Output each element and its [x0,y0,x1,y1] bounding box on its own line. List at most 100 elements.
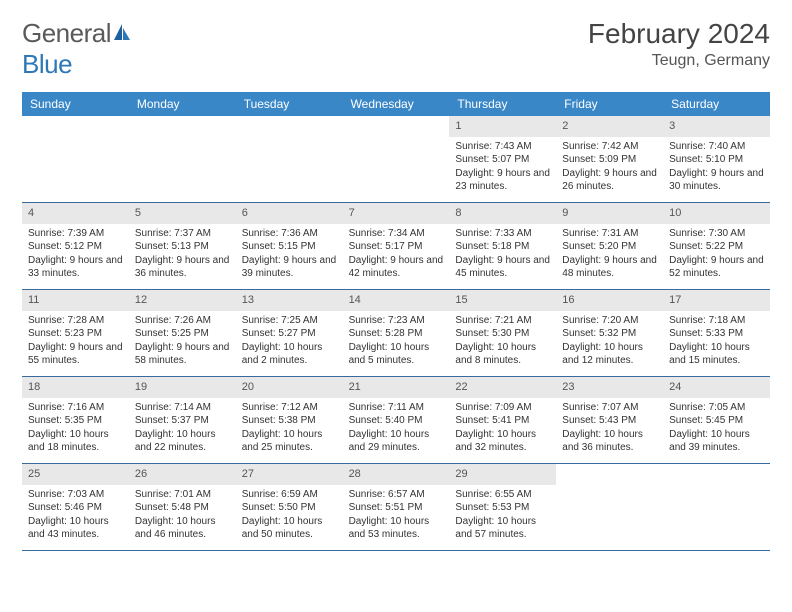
sunset-line: Sunset: 5:46 PM [28,501,123,515]
sunset-line: Sunset: 5:18 PM [455,240,550,254]
day-number: 24 [663,377,770,398]
day-number: 7 [343,203,450,224]
day-number: 28 [343,464,450,485]
sunrise-line: Sunrise: 7:25 AM [242,314,337,328]
sunrise-line: Sunrise: 6:57 AM [349,488,444,502]
day-number: 9 [556,203,663,224]
daylight-line: Daylight: 9 hours and 55 minutes. [28,341,123,368]
sunrise-line: Sunrise: 7:20 AM [562,314,657,328]
sunset-line: Sunset: 5:28 PM [349,327,444,341]
day-body: Sunrise: 7:33 AMSunset: 5:18 PMDaylight:… [449,227,556,285]
day-cell: 8Sunrise: 7:33 AMSunset: 5:18 PMDaylight… [449,203,556,289]
day-body: Sunrise: 7:31 AMSunset: 5:20 PMDaylight:… [556,227,663,285]
day-number: 14 [343,290,450,311]
sunset-line: Sunset: 5:13 PM [135,240,230,254]
day-body: Sunrise: 7:16 AMSunset: 5:35 PMDaylight:… [22,401,129,459]
sunrise-line: Sunrise: 7:09 AM [455,401,550,415]
day-number: 2 [556,116,663,137]
day-cell: 23Sunrise: 7:07 AMSunset: 5:43 PMDayligh… [556,377,663,463]
sail-icon [111,22,133,42]
day-number: 5 [129,203,236,224]
day-cell: 11Sunrise: 7:28 AMSunset: 5:23 PMDayligh… [22,290,129,376]
daylight-line: Daylight: 10 hours and 18 minutes. [28,428,123,455]
day-number: 27 [236,464,343,485]
day-body: Sunrise: 7:34 AMSunset: 5:17 PMDaylight:… [343,227,450,285]
page-title: February 2024 [588,18,770,50]
daylight-line: Daylight: 10 hours and 46 minutes. [135,515,230,542]
day-number: 6 [236,203,343,224]
sunrise-line: Sunrise: 6:59 AM [242,488,337,502]
sunset-line: Sunset: 5:48 PM [135,501,230,515]
day-number: 25 [22,464,129,485]
day-number: 4 [22,203,129,224]
day-cell: 22 Sunrise: 7:09 AMSunset: 5:41 PMDayligh… [449,377,556,463]
sunset-line: Sunset: 5:45 PM [669,414,764,428]
sunrise-line: Sunrise: 7:40 AM [669,140,764,154]
sunrise-line: Sunrise: 7:31 AM [562,227,657,241]
sunset-line: Sunset: 5:10 PM [669,153,764,167]
day-cell: 24Sunrise: 7:05 AMSunset: 5:45 PMDayligh… [663,377,770,463]
week-row: 18Sunrise: 7:16 AMSunset: 5:35 PMDayligh… [22,377,770,464]
week-row: 25 Sunrise: 7:03 AMSunset: 5:46 PM Dayligh… [22,464,770,551]
daylight-line: Daylight: 10 hours and 22 minutes. [135,428,230,455]
day-cell: 17Sunrise: 7:18 AMSunset: 5:33 PMDayligh… [663,290,770,376]
sunrise-line: Sunrise: 7:12 AM [242,401,337,415]
sunrise-line: Sunrise: 7:03 AM [28,488,123,502]
day-body: Sunrise: 6:59 AMSunset: 5:50 PMDaylight:… [236,488,343,546]
daylight-line: Daylight: 9 hours and 39 minutes. [242,254,337,281]
sunrise-line: Sunrise: 7:34 AM [349,227,444,241]
daylight-line: Daylight: 10 hours and 15 minutes. [669,341,764,368]
day-number: 26 [129,464,236,485]
daylight-line: Daylight: 10 hours and 32 minutes. [455,428,550,455]
day-cell: 4Sunrise: 7:39 AMSunset: 5:12 PMDaylight… [22,203,129,289]
day-body: Sunrise: 7:43 AMSunset: 5:07 PMDaylight:… [449,140,556,198]
day-number: 22 [449,377,556,398]
weekday-header: Tuesday [236,92,343,116]
day-number: 20 [236,377,343,398]
day-cell: 14 Sunrise: 7:23 AMSunset: 5:28 PMDayligh… [343,290,450,376]
day-body: Sunrise: 7:26 AMSunset: 5:25 PMDaylight:… [129,314,236,372]
day-cell: 27 Sunrise: 6:59 AMSunset: 5:50 PMDayligh… [236,464,343,550]
sunset-line: Sunset: 5:20 PM [562,240,657,254]
sunrise-line: Sunrise: 7:18 AM [669,314,764,328]
day-number: 23 [556,377,663,398]
day-cell-empty [343,116,450,202]
sunset-line: Sunset: 5:43 PM [562,414,657,428]
sunrise-line: Sunrise: 7:16 AM [28,401,123,415]
daylight-line: Daylight: 10 hours and 39 minutes. [669,428,764,455]
day-cell: 5Sunrise: 7:37 AMSunset: 5:13 PMDaylight… [129,203,236,289]
day-number [663,464,770,485]
day-number [343,116,450,137]
week-row: 1 Sunrise: 7:43 AMSunset: 5:07 PMDaylight… [22,116,770,203]
day-number: 10 [663,203,770,224]
day-cell: 29Sunrise: 6:55 AMSunset: 5:53 PMDayligh… [449,464,556,550]
brand-part1: General [22,18,111,48]
sunrise-line: Sunrise: 7:23 AM [349,314,444,328]
sunset-line: Sunset: 5:33 PM [669,327,764,341]
day-body: Sunrise: 7:20 AMSunset: 5:32 PMDaylight:… [556,314,663,372]
daylight-line: Daylight: 10 hours and 5 minutes. [349,341,444,368]
sunset-line: Sunset: 5:12 PM [28,240,123,254]
day-body: Sunrise: 7:30 AMSunset: 5:22 PMDaylight:… [663,227,770,285]
sunset-line: Sunset: 5:41 PM [455,414,550,428]
weekday-header: Friday [556,92,663,116]
day-cell: 9 Sunrise: 7:31 AMSunset: 5:20 PMDaylight… [556,203,663,289]
day-number: 12 [129,290,236,311]
sunrise-line: Sunrise: 7:11 AM [349,401,444,415]
daylight-line: Daylight: 9 hours and 23 minutes. [455,167,550,194]
brand-text: General Blue [22,18,133,80]
day-cell: 1 Sunrise: 7:43 AMSunset: 5:07 PMDaylight… [449,116,556,202]
weekday-header: Wednesday [343,92,450,116]
day-number: 1 [449,116,556,137]
day-cell-empty [556,464,663,550]
header-bar: General Blue February 2024 Teugn, German… [22,18,770,80]
sunrise-line: Sunrise: 7:28 AM [28,314,123,328]
sunset-line: Sunset: 5:51 PM [349,501,444,515]
day-cell: 15Sunrise: 7:21 AMSunset: 5:30 PMDayligh… [449,290,556,376]
daylight-line: Daylight: 10 hours and 2 minutes. [242,341,337,368]
day-number: 3 [663,116,770,137]
weekday-header: Sunday [22,92,129,116]
daylight-line: Daylight: 9 hours and 42 minutes. [349,254,444,281]
day-body: Sunrise: 7:36 AMSunset: 5:15 PMDaylight:… [236,227,343,285]
sunset-line: Sunset: 5:53 PM [455,501,550,515]
